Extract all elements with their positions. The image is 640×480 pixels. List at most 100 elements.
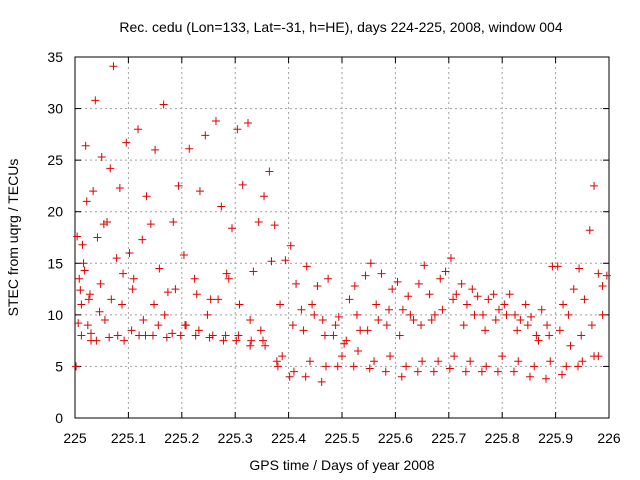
data-point (590, 352, 599, 361)
data-point (174, 181, 183, 190)
data-point (205, 333, 214, 342)
data-point (482, 362, 491, 371)
data-point (580, 295, 589, 304)
data-point (219, 336, 228, 345)
data-point (122, 138, 131, 147)
data-point (331, 321, 340, 330)
data-point (585, 226, 594, 235)
data-point (151, 145, 160, 154)
data-point (221, 331, 230, 340)
data-point (516, 316, 525, 325)
data-point (484, 295, 493, 304)
data-point (159, 100, 168, 109)
data-point (523, 321, 532, 330)
data-point (155, 264, 164, 273)
data-point (97, 153, 106, 162)
data-point (254, 218, 263, 227)
data-point (598, 310, 607, 319)
data-point (543, 321, 552, 330)
data-point (134, 125, 143, 134)
data-point (317, 377, 326, 386)
data-point (87, 329, 96, 338)
x-tick-label: 225.5 (324, 430, 359, 446)
data-point (256, 326, 265, 335)
data-point (398, 305, 407, 314)
data-point (176, 331, 185, 340)
data-point (103, 218, 112, 227)
data-point (514, 357, 523, 366)
data-point (75, 274, 84, 283)
x-tick-label: 225.3 (218, 430, 253, 446)
grid-lines (75, 57, 609, 418)
data-point (79, 259, 88, 268)
data-point (162, 333, 171, 342)
data-point (318, 316, 327, 325)
y-tick-label: 5 (55, 358, 63, 374)
data-point (598, 281, 607, 290)
data-point (441, 267, 450, 276)
data-point (468, 285, 477, 294)
data-point (594, 269, 603, 278)
data-point (587, 321, 596, 330)
data-point (117, 300, 126, 309)
data-point (107, 295, 116, 304)
data-point (127, 326, 136, 335)
data-point (457, 279, 466, 288)
data-point (575, 264, 584, 273)
data-point (91, 96, 100, 105)
data-point (238, 180, 247, 189)
data-point (214, 295, 223, 304)
data-point (125, 248, 134, 257)
data-point (406, 310, 415, 319)
data-point (417, 321, 426, 330)
data-point (185, 144, 194, 153)
data-point (350, 281, 359, 290)
data-point (160, 310, 169, 319)
data-point (142, 192, 151, 201)
data-point (354, 346, 363, 355)
data-point (289, 367, 298, 376)
data-point (558, 370, 567, 379)
data-point (276, 300, 285, 309)
data-point (324, 274, 333, 283)
data-point (541, 374, 550, 383)
x-tick-labels: 225 225.1 225.2 225.3 225.4 225.5 225.6 225.7 22… (63, 430, 621, 446)
data-point (562, 362, 571, 371)
data-point (555, 326, 564, 335)
data-point (333, 362, 342, 371)
y-tick-label: 20 (47, 204, 63, 220)
data-point (113, 331, 122, 340)
data-point (477, 367, 486, 376)
data-point (146, 220, 155, 229)
data-point (267, 257, 276, 266)
data-point (313, 281, 322, 290)
data-point (545, 331, 554, 340)
data-point (310, 310, 319, 319)
data-point (418, 357, 427, 366)
y-tick-label: 35 (47, 49, 63, 65)
data-point (148, 331, 157, 340)
data-point (179, 251, 188, 260)
x-tick-label: 225 (63, 430, 87, 446)
data-point (112, 254, 121, 263)
data-point (430, 310, 439, 319)
data-point (429, 367, 438, 376)
data-point (119, 269, 128, 278)
data-point (546, 357, 555, 366)
x-axis-title: GPS time / Days of year 2008 (249, 457, 434, 473)
data-point (553, 262, 562, 271)
data-point (73, 232, 82, 241)
data-point (564, 310, 573, 319)
data-point (470, 310, 479, 319)
data-point (129, 274, 138, 283)
data-point (414, 279, 423, 288)
data-point (493, 367, 502, 376)
data-point (260, 192, 269, 201)
data-point (154, 321, 163, 330)
data-point (265, 167, 274, 176)
data-point (386, 352, 395, 361)
data-point (509, 367, 518, 376)
data-point (494, 305, 503, 314)
data-point (450, 352, 459, 361)
data-point (171, 285, 180, 294)
